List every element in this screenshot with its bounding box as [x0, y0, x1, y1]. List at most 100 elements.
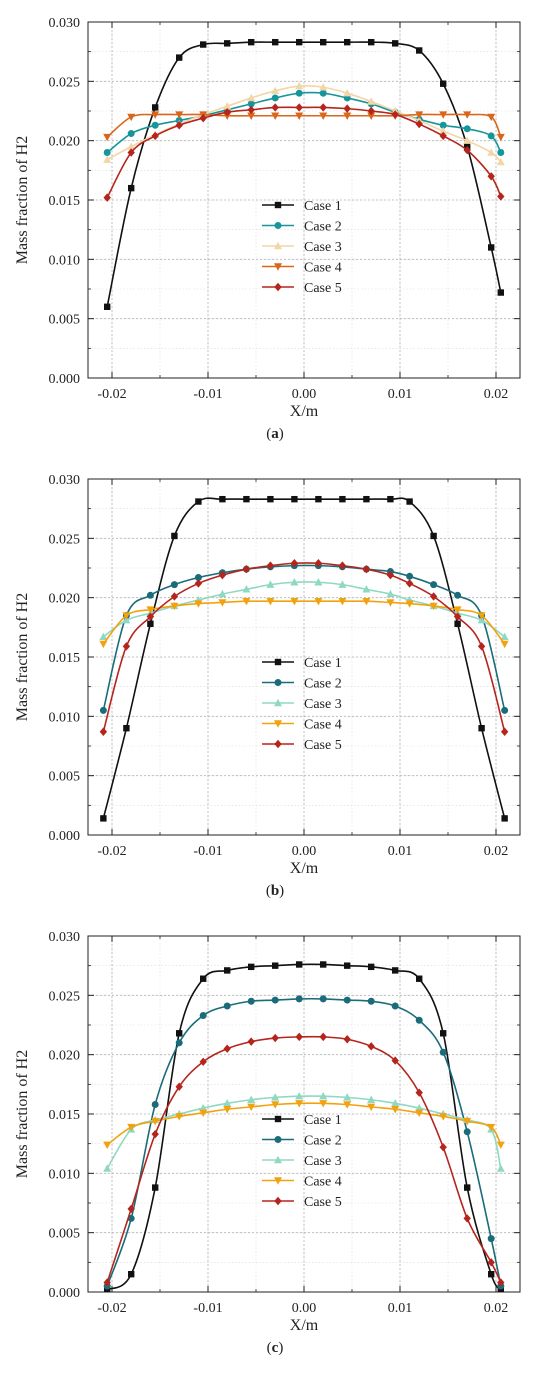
data-point	[463, 111, 472, 119]
legend: Case 1 Case 2 Case 3 Case 4 Case 5	[262, 199, 342, 296]
data-point	[271, 86, 280, 95]
data-point	[103, 133, 112, 142]
data-point	[500, 727, 509, 736]
y-tick-label: 0.010	[49, 710, 81, 725]
data-point	[223, 102, 232, 110]
caption-b: (b)	[265, 883, 285, 899]
data-point	[362, 564, 371, 574]
data-point	[430, 581, 438, 589]
data-point	[247, 112, 256, 120]
y-tick-label: 0.020	[49, 1049, 81, 1064]
data-point	[415, 1103, 424, 1112]
data-point	[338, 580, 347, 588]
data-point	[368, 38, 375, 46]
data-point	[128, 184, 135, 192]
chart-panel-b: 0.000 0.005 0.010 0.015 0.020 0.025 0.030 -0.02…	[0, 457, 550, 915]
series-1	[104, 38, 504, 310]
x-tick-label: 0.01	[388, 844, 413, 859]
data-point	[406, 498, 413, 505]
series-line	[102, 564, 506, 711]
data-point	[415, 1016, 423, 1024]
legend-marker	[274, 739, 282, 749]
data-point	[194, 573, 202, 581]
data-point	[439, 1143, 447, 1152]
data-point	[290, 598, 299, 606]
series-line	[102, 562, 506, 732]
data-point	[127, 1123, 136, 1132]
legend-marker	[274, 679, 282, 686]
data-point	[496, 1164, 505, 1172]
x-axis-label: X/m	[290, 1317, 319, 1334]
data-point	[386, 589, 395, 598]
data-point	[247, 93, 256, 102]
legend-marker	[274, 282, 282, 292]
data-point	[391, 110, 399, 119]
data-point	[218, 570, 227, 580]
y-tick-label: 0.005	[49, 770, 81, 785]
series-4	[103, 1100, 505, 1150]
data-point	[430, 532, 437, 540]
data-point	[314, 598, 323, 606]
data-point	[488, 244, 495, 251]
data-point	[362, 598, 371, 606]
data-point	[123, 725, 130, 732]
x-axis-label: X/m	[290, 860, 319, 877]
data-point	[343, 1101, 352, 1109]
data-point	[243, 495, 250, 503]
data-point	[339, 495, 346, 503]
data-point	[218, 589, 227, 598]
y-axis-label: Mass fraction of H2	[14, 136, 31, 264]
data-point	[151, 121, 159, 129]
data-point	[343, 112, 352, 120]
legend-label: Case 3	[304, 1154, 342, 1169]
data-point	[199, 1103, 208, 1112]
y-tick-label: 0.030	[49, 16, 81, 31]
data-point	[100, 815, 107, 822]
data-point	[219, 495, 226, 503]
data-point	[175, 1082, 183, 1091]
data-point	[175, 1039, 183, 1047]
data-point	[99, 632, 108, 641]
data-point	[416, 47, 423, 54]
data-point	[386, 570, 395, 580]
axis-ticks: 0.000 0.005 0.010 0.015 0.020 0.025 0.030 -0.02…	[49, 930, 520, 1316]
data-point	[497, 289, 504, 296]
data-point	[440, 1030, 447, 1037]
data-point	[367, 997, 375, 1005]
data-point	[477, 612, 486, 620]
data-point	[122, 612, 131, 620]
data-point	[103, 149, 111, 157]
legend-label: Case 2	[304, 220, 342, 235]
data-point	[247, 1103, 256, 1112]
data-point	[477, 642, 486, 651]
data-point	[295, 995, 303, 1003]
data-point	[391, 1106, 400, 1114]
data-point	[320, 38, 327, 46]
data-point	[295, 112, 304, 120]
data-point	[386, 599, 395, 607]
data-point	[439, 126, 448, 135]
data-point	[271, 1101, 280, 1109]
data-point	[453, 606, 462, 614]
data-point	[146, 606, 155, 614]
y-tick-label: 0.000	[49, 829, 81, 844]
data-point	[223, 1106, 232, 1114]
x-tick-label: 0.02	[484, 1301, 509, 1316]
x-tick-label: -0.02	[97, 387, 126, 402]
legend-marker	[274, 1177, 282, 1185]
x-tick-label: -0.01	[193, 387, 222, 402]
legend-label: Case 1	[304, 1113, 342, 1128]
data-point	[175, 1113, 184, 1121]
data-point	[439, 1048, 447, 1056]
data-point	[405, 579, 414, 588]
data-point	[194, 579, 203, 588]
data-point	[151, 131, 159, 141]
data-point	[242, 564, 251, 574]
data-point	[367, 97, 376, 105]
y-tick-label: 0.025	[49, 989, 81, 1004]
data-point	[247, 1037, 255, 1046]
grid	[88, 478, 520, 836]
legend-label: Case 1	[304, 656, 342, 671]
data-point	[344, 962, 351, 969]
data-point	[170, 592, 179, 601]
